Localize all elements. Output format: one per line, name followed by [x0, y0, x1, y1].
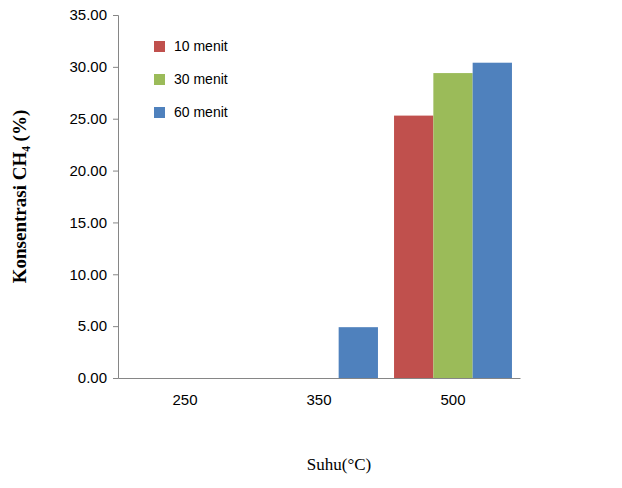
bar-series — [433, 73, 472, 378]
plot-area — [339, 63, 512, 378]
x-tick: 350 — [306, 391, 331, 408]
y-tick-label: 15.00 — [69, 214, 107, 231]
y-tick: 30.00 — [69, 58, 118, 75]
y-tick: 20.00 — [69, 162, 118, 179]
y-tick-label: 35.00 — [69, 6, 107, 23]
y-axis: 0.00 5.00 10.00 15.00 20.00 25.00 30.00 35.00 — [69, 6, 118, 386]
y-tick-mark — [113, 15, 118, 16]
bar — [299, 378, 338, 379]
legend-label: 30 menit — [174, 71, 228, 87]
y-tick: 35.00 — [69, 6, 118, 23]
y-tick-mark — [113, 378, 118, 379]
y-axis-title: Konsentrasi CH₄ (%) — [9, 110, 31, 284]
legend-swatch — [154, 107, 165, 118]
bar — [339, 327, 378, 378]
x-tick-label: 250 — [172, 391, 197, 408]
chart: 0.00 5.00 10.00 15.00 20.00 25.00 30.00 35.00 25… — [0, 0, 622, 488]
bar — [165, 378, 204, 379]
y-tick-label: 30.00 — [69, 58, 107, 75]
legend-swatch — [154, 74, 165, 85]
x-tick: 500 — [440, 391, 465, 408]
x-axis-line — [119, 378, 521, 379]
y-tick-mark — [113, 67, 118, 68]
bar — [473, 63, 512, 378]
y-tick: 15.00 — [69, 214, 118, 231]
y-tick-label: 20.00 — [69, 162, 107, 179]
y-tick-mark — [113, 119, 118, 120]
y-tick-label: 10.00 — [69, 266, 107, 283]
y-tick: 0.00 — [78, 369, 118, 386]
y-tick-label: 0.00 — [78, 369, 107, 386]
legend-swatch — [154, 41, 165, 52]
y-tick: 25.00 — [69, 110, 118, 127]
y-tick-label: 25.00 — [69, 110, 107, 127]
x-tick-label: 500 — [440, 391, 465, 408]
x-axis-title: Suhu(°C) — [307, 455, 371, 474]
x-tick-label: 350 — [306, 391, 331, 408]
y-tick: 10.00 — [69, 266, 118, 283]
bar — [394, 116, 433, 378]
y-tick-mark — [113, 326, 118, 327]
bar — [433, 73, 472, 378]
bar-series — [394, 116, 433, 378]
y-tick-mark — [113, 222, 118, 223]
y-tick-mark — [113, 171, 118, 172]
y-tick-mark — [113, 274, 118, 275]
y-axis-line — [113, 16, 119, 379]
bar — [126, 378, 165, 379]
x-axis: 250 350 500 — [119, 379, 521, 408]
legend-label: 10 menit — [174, 38, 228, 54]
bar-series — [339, 63, 512, 378]
legend: 10 menit 30 menit 60 menit — [154, 38, 228, 120]
legend-label: 60 menit — [174, 104, 228, 120]
bar — [205, 378, 244, 379]
x-tick: 250 — [172, 391, 197, 408]
bar — [260, 378, 299, 379]
y-tick: 5.00 — [78, 317, 118, 334]
y-tick-label: 5.00 — [78, 317, 107, 334]
